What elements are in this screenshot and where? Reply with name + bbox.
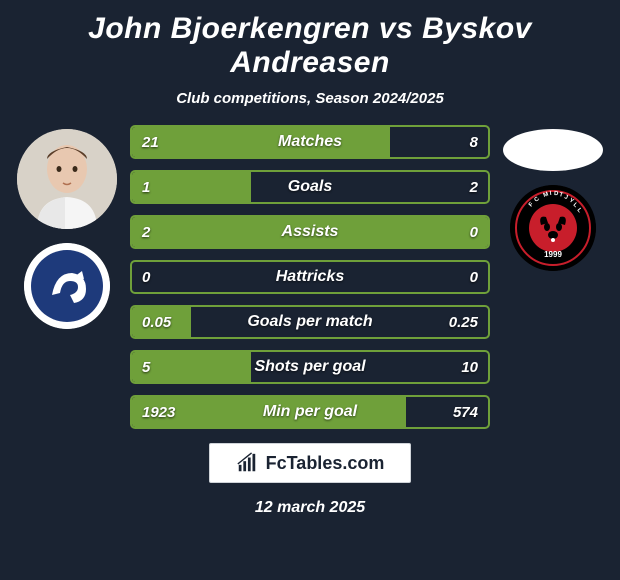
right-column: 1999 F C M I D T J Y L L [498, 125, 608, 271]
left-column [12, 125, 122, 329]
stat-label: Matches [132, 133, 488, 151]
chart-icon [236, 452, 258, 474]
subtitle: Club competitions, Season 2024/2025 [176, 90, 444, 107]
player1-avatar [17, 129, 117, 229]
stat-row: 0Hattricks0 [130, 260, 490, 294]
player2-club-badge: 1999 F C M I D T J Y L L [510, 185, 596, 271]
comparison-body: 21Matches81Goals22Assists00Hattricks00.0… [10, 125, 610, 429]
logo-text: FcTables.com [266, 453, 385, 474]
stat-label: Hattricks [132, 268, 488, 286]
vs-text: vs [379, 12, 413, 45]
player1-club-badge [24, 243, 110, 329]
site-logo[interactable]: FcTables.com [209, 443, 412, 483]
stat-value-right: 0 [470, 269, 478, 286]
comparison-title: John Bjoerkengren vs Byskov Andreasen [10, 12, 610, 80]
stat-label: Min per goal [132, 403, 488, 421]
date-text: 12 march 2025 [255, 499, 365, 517]
stat-row: 1923Min per goal574 [130, 395, 490, 429]
stat-row: 21Matches8 [130, 125, 490, 159]
stat-row: 1Goals2 [130, 170, 490, 204]
stat-value-right: 2 [470, 179, 478, 196]
stat-label: Goals [132, 178, 488, 196]
stat-value-right: 0.25 [449, 314, 478, 331]
stat-row: 2Assists0 [130, 215, 490, 249]
stat-label: Shots per goal [132, 358, 488, 376]
stat-value-right: 574 [453, 404, 478, 421]
stat-label: Assists [132, 223, 488, 241]
stat-value-right: 0 [470, 224, 478, 241]
stat-bars: 21Matches81Goals22Assists00Hattricks00.0… [130, 125, 490, 429]
stat-value-right: 8 [470, 134, 478, 151]
player1-name: John Bjoerkengren [88, 12, 370, 45]
stat-row: 5Shots per goal10 [130, 350, 490, 384]
stat-row: 0.05Goals per match0.25 [130, 305, 490, 339]
svg-text:1999: 1999 [544, 250, 562, 259]
stat-value-right: 10 [461, 359, 478, 376]
stat-label: Goals per match [132, 313, 488, 331]
player2-avatar-placeholder [503, 129, 603, 171]
